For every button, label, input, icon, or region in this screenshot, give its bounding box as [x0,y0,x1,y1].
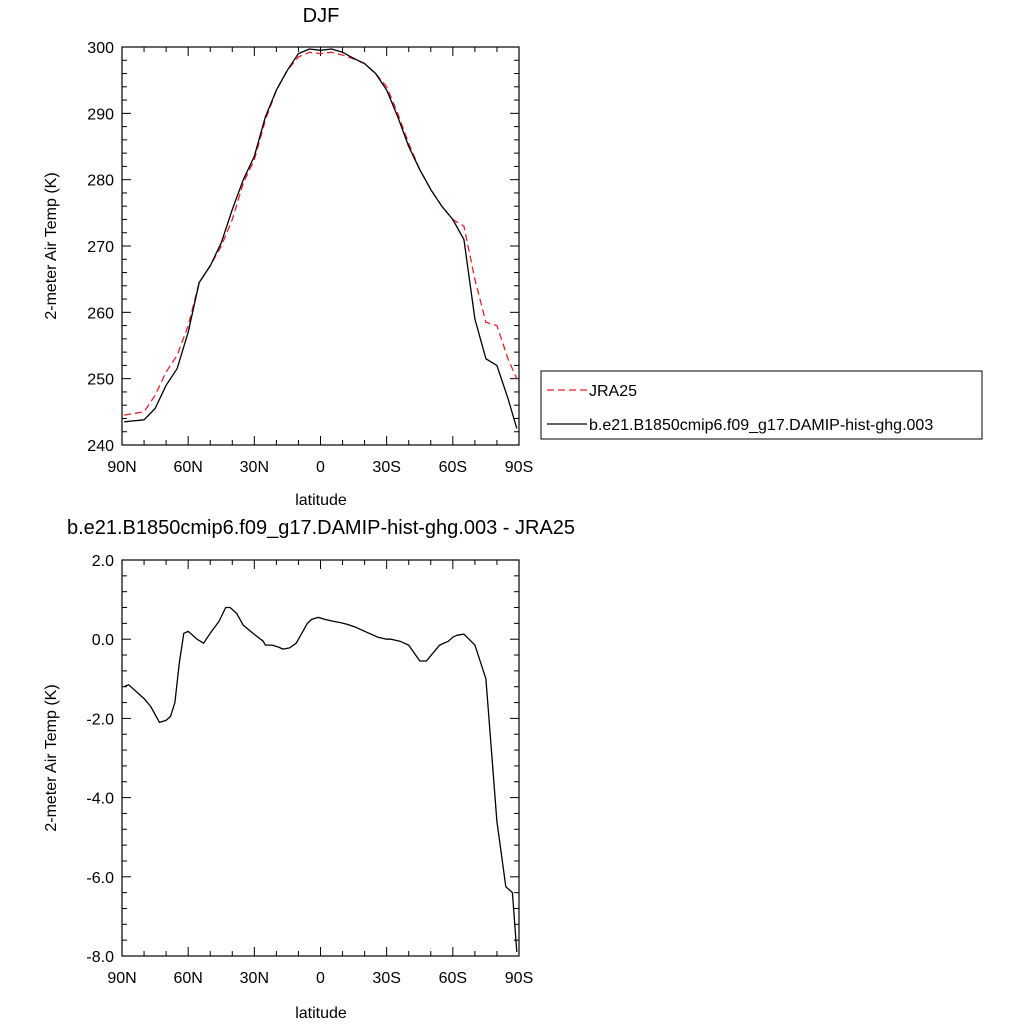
top-y-axis-label: 2-meter Air Temp (K) [43,172,60,319]
bottom-x-tick-label: 60S [439,970,467,987]
bottom-y-tick-label: 2.0 [92,553,114,570]
top-x-axis-label: latitude [295,492,347,509]
top-y-tick-label: 280 [87,173,114,190]
legend-label-jra25: JRA25 [589,383,637,400]
bottom-y-tick-label: 0.0 [92,632,114,649]
top-y-tick-label: 270 [87,239,114,256]
bottom-plot-frame [121,559,520,957]
bottom-chart-title: b.e21.B1850cmip6.f09_g17.DAMIP-hist-ghg.… [67,517,575,539]
top-x-tick-label: 60N [173,459,202,476]
bottom-x-axis-label: latitude [295,1005,347,1022]
top-series-group [124,48,518,429]
top-y-tick-label: 300 [87,40,114,57]
bottom-y-tick-label: -6.0 [86,870,114,887]
top-series-line-model [124,48,518,429]
top-x-tick-label: 90S [505,459,533,476]
bottom-x-tick-label: 90S [505,970,533,987]
bottom-y-axis-label: 2-meter Air Temp (K) [43,684,60,831]
bottom-x-tick-label: 30S [372,970,400,987]
bottom-series-line-model [123,606,518,953]
top-x-tick-label: 30N [240,459,269,476]
bottom-series-group [123,606,518,953]
top-y-tick-label: 240 [87,438,114,455]
top-plot-frame [121,46,520,446]
top-axis-ticks: 90N 60N 30N 0 30S 60S 90S 240 250 260 270 280 290 300 [87,40,533,476]
bottom-axis-ticks: 90N 60N 30N 0 30S 60S 90S -8.0 -6.0 -4.0 -2.0 0.0 2.… [86,553,533,987]
bottom-y-tick-label: -8.0 [86,949,114,966]
top-x-tick-label: 30S [372,459,400,476]
bottom-x-tick-label: 60N [173,970,202,987]
top-y-tick-label: 260 [87,305,114,322]
top-x-tick-label: 60S [439,459,467,476]
top-x-tick-label: 90N [107,459,136,476]
top-x-tick-label: 0 [316,459,325,476]
top-y-tick-label: 250 [87,372,114,389]
bottom-panel: b.e21.B1850cmip6.f09_g17.DAMIP-hist-ghg.… [43,517,575,1022]
top-chart-title: DJF [303,5,340,27]
bottom-y-tick-label: -2.0 [86,711,114,728]
legend-label-model: b.e21.B1850cmip6.f09_g17.DAMIP-hist-ghg.… [589,417,933,434]
bottom-x-tick-label: 30N [240,970,269,987]
top-series-line-jra25 [124,51,518,416]
top-y-tick-label: 290 [87,106,114,123]
legend-box [540,370,983,440]
legend: JRA25 b.e21.B1850cmip6.f09_g17.DAMIP-his… [540,370,983,440]
bottom-x-tick-label: 90N [107,970,136,987]
bottom-y-tick-label: -4.0 [86,791,114,808]
top-panel: DJF 90N 60N 30N 0 30S 60S 90S 240 250 260 270 280 29… [43,5,533,509]
bottom-x-tick-label: 0 [316,970,325,987]
